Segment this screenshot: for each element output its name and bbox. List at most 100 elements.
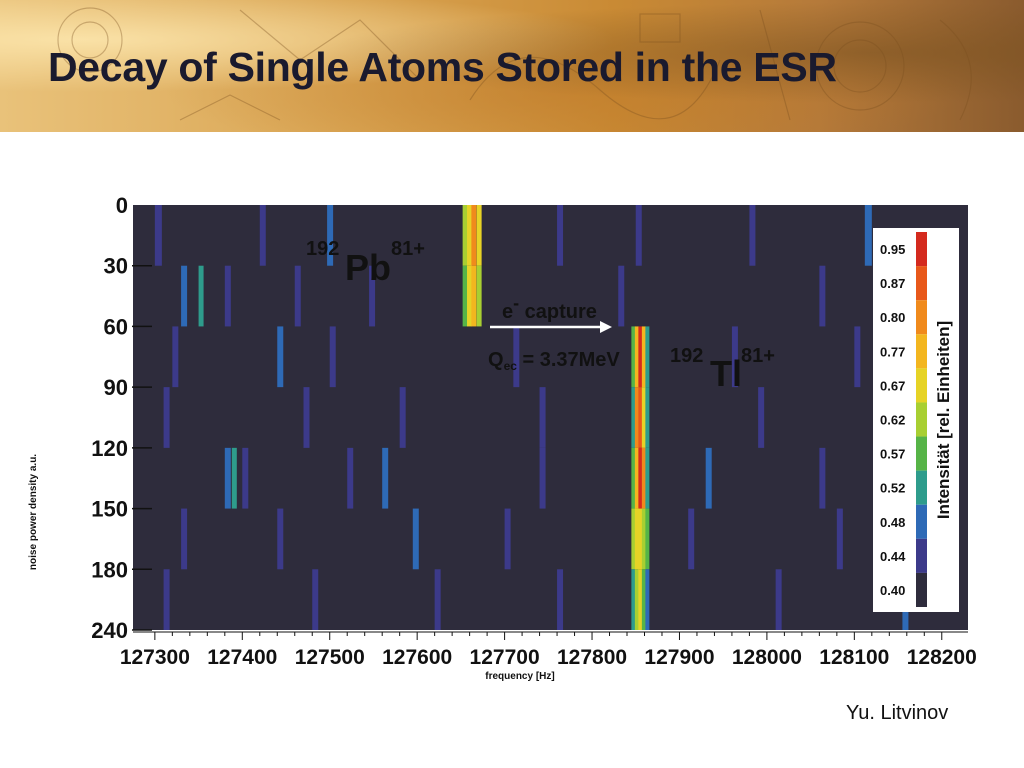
spectral-line: [645, 447, 650, 509]
spectral-line: [631, 447, 636, 509]
spectral-line: [758, 387, 765, 448]
spectral-line: [312, 569, 319, 630]
q-value-rest: = 3.37MeV: [517, 349, 621, 371]
spectral-line: [181, 265, 188, 327]
spectral-line: [641, 387, 646, 448]
y-tick-label: 30: [104, 254, 128, 279]
spectral-line: [172, 326, 179, 388]
arrow-label: e- capture: [502, 293, 597, 323]
spectral-line: [631, 387, 636, 448]
spectral-line: [277, 326, 284, 388]
spectral-line: [476, 265, 482, 327]
colorbar-swatch: [916, 232, 927, 267]
spectral-line: [434, 569, 441, 630]
spectral-line: [467, 205, 472, 266]
spectral-line: [638, 569, 643, 630]
spectral-line: [163, 569, 170, 630]
colorbar-label: 0.87: [880, 276, 905, 291]
spectral-line: [163, 387, 170, 448]
spectral-line: [369, 265, 376, 327]
header-banner: Decay of Single Atoms Stored in the ESR: [0, 0, 1024, 132]
spectral-line: [303, 387, 310, 448]
colorbar-label: 0.62: [880, 413, 905, 428]
colorbar-swatch: [916, 368, 927, 403]
spectral-line: [705, 447, 712, 509]
colorbar-swatch: [916, 300, 927, 335]
arrow-label-e-sup: -: [513, 293, 519, 313]
spectral-line: [634, 508, 639, 570]
spectral-line: [638, 508, 643, 570]
colorbar-swatch: [916, 572, 927, 607]
decay-arrow-head: [600, 321, 612, 333]
spectral-line: [638, 447, 643, 509]
pb-symbol-label: Pb: [345, 247, 391, 288]
spectral-line: [382, 447, 389, 509]
x-tick-label: 127600: [382, 646, 452, 669]
y-tick-label: 180: [91, 557, 128, 582]
spectral-line: [645, 508, 650, 570]
colorbar-label: 0.48: [880, 515, 905, 530]
q-value-sub: ec: [504, 359, 518, 373]
spectral-line: [513, 326, 520, 388]
spectral-line: [557, 569, 564, 630]
colorbar-label: 0.95: [880, 242, 905, 257]
spectral-line: [224, 447, 231, 509]
spectral-line: [634, 387, 639, 448]
pb-mass-label: 192: [306, 238, 339, 260]
spectral-line: [731, 326, 738, 388]
spectral-line: [539, 387, 546, 448]
x-tick-label: 127300: [120, 646, 190, 669]
colorbar-label: 0.80: [880, 310, 905, 325]
spectral-line: [631, 326, 636, 388]
spectral-line: [638, 326, 643, 388]
y-axis-label: noise power density a.u.: [28, 454, 39, 570]
colorbar-swatch: [916, 436, 927, 471]
spectral-line: [635, 205, 642, 266]
spectral-line: [641, 447, 646, 509]
spectral-line: [412, 508, 419, 570]
q-value-label: Qec = 3.37MeV: [488, 349, 620, 373]
spectral-line: [467, 265, 472, 327]
spectral-line: [539, 447, 546, 509]
x-tick-label: 128000: [732, 646, 802, 669]
spectral-line: [634, 569, 639, 630]
spectral-line: [294, 265, 301, 327]
spectral-line: [198, 265, 204, 327]
y-tick-label: 0: [116, 193, 128, 218]
colorbar-label: 0.44: [880, 549, 906, 564]
spectral-line: [476, 205, 482, 266]
spectral-line: [854, 326, 861, 388]
axis-ticks: 0 30 60 90 120 150 180 240 127300 127400 127500 127…: [91, 193, 977, 669]
colorbar-swatch: [916, 402, 927, 437]
spectral-line: [641, 569, 646, 630]
colorbar-swatch: [916, 266, 927, 301]
spectral-line: [462, 265, 468, 327]
x-tick-label: 127800: [557, 646, 627, 669]
plot-background: [133, 205, 968, 630]
colorbar-label: 0.77: [880, 344, 905, 359]
x-tick-label: 128100: [819, 646, 889, 669]
spectral-line: [154, 205, 162, 266]
spectral-line: [327, 205, 334, 266]
colorbar-label: 0.40: [880, 583, 905, 598]
spectral-line: [471, 205, 477, 266]
pb-charge-label: 81+: [391, 238, 425, 260]
spectral-line: [557, 205, 564, 266]
spectral-line: [634, 326, 639, 388]
y-tick-label: 120: [91, 436, 128, 461]
y-tick-label: 90: [104, 375, 128, 400]
spectral-line: [638, 387, 643, 448]
spectral-line: [819, 447, 826, 509]
colorbar-label: 0.57: [880, 447, 905, 462]
arrow-label-capture: capture: [519, 301, 597, 323]
spectral-line: [181, 508, 188, 570]
slide-title: Decay of Single Atoms Stored in the ESR: [48, 44, 837, 90]
spectral-line: [634, 447, 639, 509]
colorbar-swatch: [916, 538, 927, 573]
spectral-line: [242, 447, 249, 509]
spectral-line: [819, 265, 826, 327]
x-tick-label: 127900: [644, 646, 714, 669]
banner-decoration: [57, 7, 972, 121]
x-tick-label: 128200: [907, 646, 977, 669]
x-tick-label: 127700: [470, 646, 540, 669]
